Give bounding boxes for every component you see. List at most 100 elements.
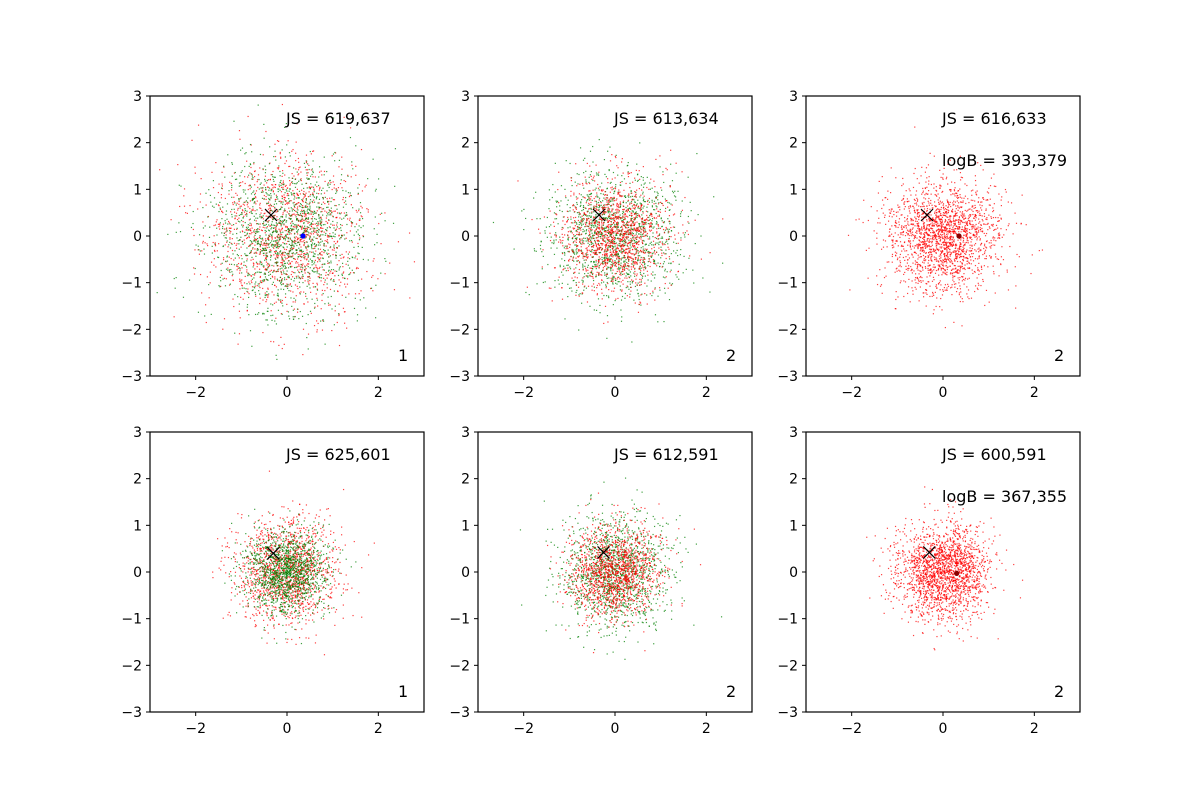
point [347, 175, 349, 177]
point [653, 262, 655, 265]
point [313, 230, 315, 232]
point [335, 251, 337, 253]
point [224, 176, 226, 178]
point [300, 291, 302, 293]
point [288, 233, 290, 235]
point [276, 216, 278, 218]
point [278, 208, 281, 211]
point [317, 222, 320, 224]
point [308, 221, 310, 223]
point [639, 281, 641, 283]
point [533, 250, 536, 252]
point [604, 217, 606, 219]
point [567, 250, 569, 253]
point [606, 272, 608, 274]
point [263, 137, 265, 139]
point [640, 234, 642, 236]
point [257, 313, 259, 315]
point [312, 270, 314, 272]
point [593, 239, 596, 242]
point [618, 264, 620, 266]
point [642, 251, 645, 254]
point [174, 287, 176, 289]
point [607, 201, 609, 203]
point [384, 212, 386, 214]
point [617, 204, 620, 206]
point [231, 224, 233, 226]
point [241, 170, 243, 172]
point [577, 197, 579, 199]
point [300, 250, 303, 252]
point [241, 147, 244, 149]
point [257, 249, 259, 251]
point [307, 253, 309, 255]
point [638, 237, 641, 239]
point [637, 213, 639, 215]
point [625, 236, 627, 239]
point [617, 193, 619, 195]
point [281, 264, 283, 266]
point [250, 193, 253, 195]
point [316, 329, 318, 331]
point [318, 189, 320, 191]
point [577, 219, 579, 222]
point [344, 180, 347, 183]
point [294, 186, 297, 188]
point [657, 203, 660, 205]
point [651, 187, 653, 189]
point [340, 234, 343, 237]
point [265, 319, 267, 321]
point [306, 174, 308, 176]
point [642, 257, 644, 259]
point [251, 286, 254, 288]
point [352, 207, 354, 209]
point [598, 264, 600, 267]
point [260, 261, 263, 263]
point [675, 162, 677, 164]
point [284, 256, 286, 258]
point [292, 241, 294, 243]
point [240, 296, 242, 298]
point [584, 222, 586, 224]
point [629, 182, 631, 184]
point [238, 243, 240, 245]
point [582, 253, 584, 255]
point [257, 217, 259, 219]
point [616, 248, 618, 250]
point [598, 245, 601, 247]
point [312, 233, 315, 235]
point [384, 273, 386, 275]
point [270, 193, 272, 195]
point [337, 313, 340, 315]
point [281, 257, 283, 259]
point [319, 223, 321, 225]
point [267, 287, 269, 289]
point [700, 235, 702, 237]
point [360, 205, 362, 207]
point [249, 172, 251, 174]
point [289, 218, 291, 220]
point [618, 211, 620, 213]
point [272, 191, 274, 193]
point [602, 243, 604, 245]
point [617, 217, 619, 219]
point [302, 267, 304, 269]
point [283, 194, 285, 196]
point [331, 212, 333, 214]
point [280, 206, 282, 208]
point [246, 233, 248, 235]
point [595, 249, 597, 251]
point [652, 232, 654, 234]
point [308, 187, 310, 189]
point [602, 213, 604, 215]
point [630, 190, 632, 192]
point [576, 260, 578, 262]
point [264, 276, 267, 278]
point [295, 168, 297, 170]
point [251, 151, 253, 153]
point [578, 255, 580, 257]
point [277, 188, 279, 190]
point [332, 153, 335, 155]
point [661, 220, 663, 222]
point [256, 262, 258, 265]
